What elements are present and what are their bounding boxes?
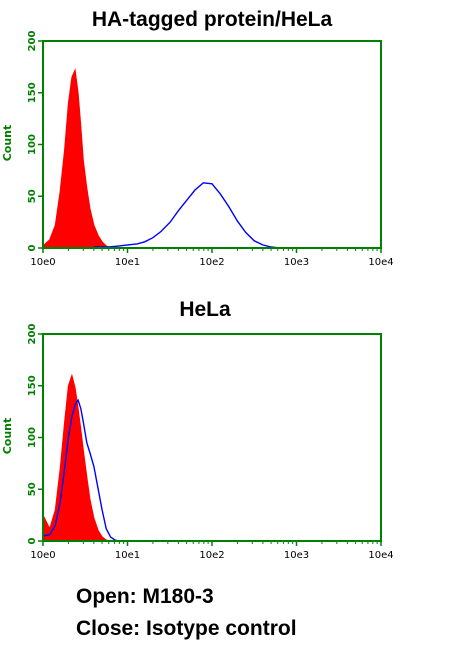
y-tick-label: 200 [27, 31, 38, 52]
y-tick-label: 0 [27, 244, 38, 251]
y-tick-label: 100 [27, 427, 38, 448]
series-close-filled-histogram [42, 68, 111, 249]
svg-text:Count: Count [1, 125, 14, 162]
y-tick-label: 0 [27, 537, 38, 544]
y-tick-label: 50 [27, 189, 38, 203]
y-tick-label: 150 [27, 82, 38, 103]
panel-1-frame [42, 40, 382, 249]
y-tick-label: 100 [27, 134, 38, 155]
x-tick-label: 10e1 [115, 257, 140, 268]
x-tick-label: 10e1 [115, 550, 140, 561]
series-open-line-histogram [42, 398, 119, 542]
series-close-filled-histogram [42, 373, 111, 542]
x-tick-label: 10e0 [30, 550, 55, 561]
panel-1-y-axis-label: Count [1, 125, 14, 162]
histogram-panel-1: HA-tagged protein/HeLa Count 10e0 10e1 10e… [1, 8, 394, 268]
histogram-panel-2: HeLa Count 10e0 10e1 10e2 10e3 10e4 0 50 100 15… [1, 298, 394, 561]
panel-2-frame [42, 333, 382, 542]
x-tick-label: 10e3 [284, 257, 309, 268]
y-tick-label: 150 [27, 375, 38, 396]
svg-text:Count: Count [1, 418, 14, 455]
x-tick-label: 10e4 [368, 257, 393, 268]
panel-1-plot-area [42, 68, 280, 249]
panel-2-x-ticks: 10e0 10e1 10e2 10e3 10e4 [30, 541, 394, 561]
legend: Open: M180-3 Close: Isotype control [76, 585, 297, 640]
x-tick-label: 10e0 [30, 257, 55, 268]
panel-1-title: HA-tagged protein/HeLa [92, 8, 333, 31]
panel-2-plot-area [42, 373, 119, 542]
x-tick-label: 10e2 [199, 257, 224, 268]
legend-open: Open: M180-3 [76, 585, 214, 608]
panel-1-y-ticks: 0 50 100 150 200 [27, 31, 43, 251]
y-tick-label: 200 [27, 324, 38, 345]
x-tick-label: 10e4 [368, 550, 393, 561]
series-open-line-histogram [93, 182, 280, 249]
x-tick-label: 10e2 [199, 550, 224, 561]
y-tick-label: 50 [27, 482, 38, 496]
panel-2-y-axis-label: Count [1, 418, 14, 455]
panel-1-x-ticks: 10e0 10e1 10e2 10e3 10e4 [30, 248, 394, 268]
legend-close: Close: Isotype control [76, 617, 297, 640]
panel-2-title: HeLa [179, 298, 231, 321]
panel-2-y-ticks: 0 50 100 150 200 [27, 324, 43, 544]
x-tick-label: 10e3 [284, 550, 309, 561]
